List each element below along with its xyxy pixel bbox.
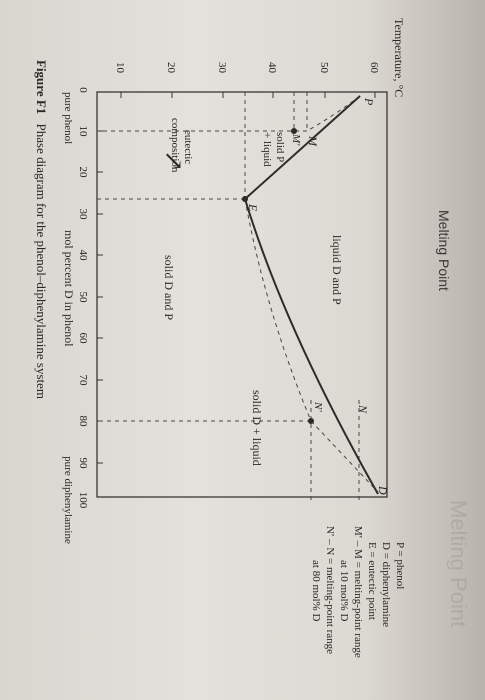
page-header-title: Melting Point xyxy=(436,210,452,291)
x-ticks xyxy=(97,130,103,464)
guide-lines xyxy=(97,92,379,500)
point-n-prime xyxy=(308,418,314,424)
figure-caption: Figure F1 Phase diagram for the phenol–d… xyxy=(34,60,49,399)
x-tick-80: 80 xyxy=(77,416,89,428)
legend: P = phenol D = diphenylamine E = eutecti… xyxy=(310,526,406,658)
y-tick-40: 40 xyxy=(266,62,278,74)
eutectic-arrow: ↗ xyxy=(159,150,188,172)
label-m: M xyxy=(306,135,320,147)
region-solid-p: solid P xyxy=(274,132,286,162)
x-tick-0: 0 xyxy=(77,87,89,93)
x-tick-60: 60 xyxy=(77,333,89,345)
x-axis-label: mol percent D in phenol xyxy=(62,230,76,347)
eutectic-composition-label: composition xyxy=(169,118,181,173)
x-right-caption: pure diphenylamine xyxy=(62,456,74,544)
legend-eutectic: E = eutectic point xyxy=(366,542,378,620)
x-left-caption: pure phenol xyxy=(62,92,74,144)
x-tick-40: 40 xyxy=(77,250,89,262)
region-solid-p-liquid: + liquid xyxy=(261,132,273,167)
figure-caption-text: Phase diagram for the phenol–diphenylami… xyxy=(34,124,49,399)
y-tick-60: 60 xyxy=(368,62,380,74)
label-n-prime: N′ xyxy=(312,401,324,412)
label-e: E xyxy=(246,203,260,212)
legend-m-range-detail: at 10 mol% D xyxy=(338,560,350,621)
x-tick-20: 20 xyxy=(77,167,89,179)
region-solid-dp: solid D and P xyxy=(162,255,176,320)
x-tick-labels: 0 10 20 30 40 50 60 70 80 90 100 xyxy=(77,87,89,509)
x-tick-10: 10 xyxy=(77,126,89,138)
x-tick-70: 70 xyxy=(77,375,89,387)
x-tick-30: 30 xyxy=(77,209,89,221)
label-d: D xyxy=(376,485,390,495)
legend-m-range: M′ – M = melting-point range xyxy=(352,526,364,658)
legend-phenol: P = phenol xyxy=(394,542,406,589)
y-axis-label: Temperature, °C xyxy=(392,18,406,97)
y-tick-20: 20 xyxy=(165,62,177,74)
ghost-header: Melting Point xyxy=(446,500,471,627)
y-tick-10: 10 xyxy=(114,62,126,74)
y-tick-50: 50 xyxy=(318,62,330,74)
legend-n-range: N′ – N = melting-point range xyxy=(324,526,336,654)
plot-frame xyxy=(96,91,388,498)
label-m-prime: M′ xyxy=(290,133,302,146)
point-eutectic xyxy=(242,196,248,202)
eutectic-label: eutectic xyxy=(182,130,194,164)
point-m-prime xyxy=(291,128,297,134)
phase-boundary xyxy=(244,95,379,495)
figure-caption-label: Figure F1 xyxy=(34,60,49,114)
y-ticks: 60 50 40 30 20 10 xyxy=(114,62,380,98)
label-n: N xyxy=(356,404,370,414)
y-tick-30: 30 xyxy=(216,62,228,74)
x-tick-100: 100 xyxy=(77,492,89,509)
label-p: P xyxy=(362,97,376,106)
x-tick-90: 90 xyxy=(77,458,89,470)
region-liquid: liquid D and P xyxy=(330,235,344,305)
region-solid-d-liquid: solid D + liquid xyxy=(250,390,264,466)
legend-n-range-detail: at 80 mol% D xyxy=(310,560,322,621)
x-tick-50: 50 xyxy=(77,292,89,304)
legend-diphenylamine: D = diphenylamine xyxy=(380,542,392,627)
